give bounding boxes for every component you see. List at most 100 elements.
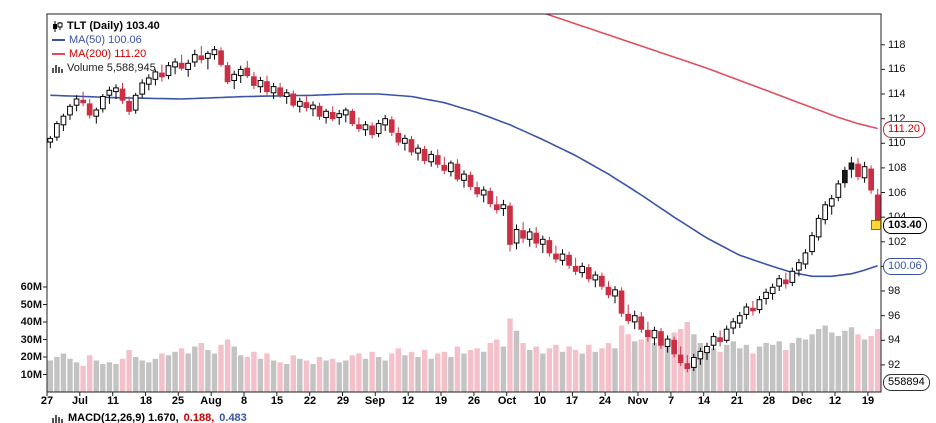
date-tick-label: Oct: [497, 395, 517, 407]
volume-bar: [467, 350, 474, 392]
candle-body: [796, 262, 802, 271]
candlestick-icon: [52, 20, 63, 32]
volume-bar: [152, 358, 159, 392]
candle-body: [54, 123, 60, 138]
volume-bar: [494, 339, 500, 392]
candle-body: [421, 148, 428, 161]
candle-body: [592, 274, 599, 281]
volume-bar: [875, 329, 881, 392]
volume-bar: [172, 351, 178, 392]
candle-body: [815, 217, 822, 238]
ma50-line: [50, 93, 878, 278]
macd-icon: [52, 413, 63, 423]
volume-bar: [316, 357, 323, 392]
symbol-legend-row: TLT (Daily) 103.40: [52, 19, 160, 33]
volume-bar: [389, 353, 395, 392]
volume-bar: [106, 362, 113, 392]
volume-bar: [513, 330, 520, 392]
candle-body: [415, 147, 421, 154]
date-tick-label: 17: [565, 395, 579, 407]
candle-body: [494, 204, 500, 211]
ma50-value-box: 100.06: [883, 258, 927, 275]
ma50-legend-row: MA(50) 100.06: [52, 33, 160, 47]
volume-bar: [750, 353, 756, 392]
volume-bar: [356, 353, 362, 392]
candle-body: [520, 230, 526, 239]
volume-bar: [211, 353, 218, 392]
volume-bar: [257, 358, 264, 392]
volume-bar: [421, 350, 428, 392]
volume-bar: [192, 346, 198, 392]
volume-tick-label: 10M: [20, 369, 42, 381]
volume-bar: [375, 357, 382, 392]
candle-body: [290, 93, 297, 106]
price-tick-label: 94: [888, 334, 901, 346]
volume-bar: [540, 353, 546, 392]
candle-body: [270, 86, 277, 94]
candle-body: [316, 105, 323, 117]
date-tick-label: 19: [434, 395, 448, 407]
volume-bar: [284, 364, 290, 392]
candle-body: [448, 162, 454, 173]
candle-body: [237, 68, 244, 77]
candle-body: [113, 87, 119, 93]
candle-body: [868, 168, 874, 191]
volume-bar: [330, 358, 336, 392]
date-tick-label: Jul: [72, 395, 88, 407]
candle-body: [782, 279, 789, 285]
candle-body: [231, 73, 238, 82]
candle-body: [441, 164, 448, 171]
candle-body: [257, 80, 264, 88]
volume-bar: [87, 355, 93, 392]
date-tick-label: 14: [697, 395, 711, 407]
volume-bar: [645, 336, 651, 392]
candle-body: [809, 235, 815, 253]
macd-legend: MACD(12,26,9) 1.670, 0.188, 0.483: [52, 412, 247, 423]
price-tick-label: 96: [888, 310, 901, 322]
volume-bar: [481, 351, 487, 392]
volume-bar: [474, 348, 480, 392]
date-tick-label: Sep: [364, 395, 386, 407]
price-tick-label: 98: [888, 285, 901, 297]
price-tick-label: 92: [888, 359, 901, 371]
volume-bar: [612, 348, 618, 392]
volume-bar: [664, 339, 671, 392]
volume-bar: [461, 353, 467, 392]
volume-bar: [625, 334, 631, 392]
volume-bar: [336, 362, 342, 392]
volume-tick-label: 20M: [20, 351, 42, 363]
candle-body: [651, 329, 658, 339]
volume-bar: [743, 344, 750, 392]
date-tick-label: 21: [730, 395, 744, 407]
candle-body: [342, 109, 349, 116]
volume-tick-label: 50M: [20, 299, 42, 311]
date-tick-label: 22: [303, 395, 317, 407]
last-price-box: 103.40: [883, 217, 927, 234]
candle-body: [572, 265, 579, 272]
candle-body: [513, 229, 520, 244]
candle-body: [684, 363, 691, 370]
volume-bar: [297, 358, 303, 392]
volume-bar: [507, 318, 513, 392]
volume-bar: [710, 348, 717, 392]
ma50-line-icon: [52, 39, 65, 41]
volume-bar: [776, 341, 782, 392]
price-tick-label: 102: [888, 236, 907, 248]
volume-bar: [119, 358, 126, 392]
candle-body: [664, 338, 671, 348]
volume-bar: [737, 348, 743, 392]
volume-bar: [717, 351, 723, 392]
volume-bar: [783, 350, 789, 392]
volume-bar: [658, 330, 664, 392]
ma50-legend-label: MA(50) 100.06: [69, 34, 142, 46]
candle-body: [553, 253, 559, 260]
candle-body: [763, 291, 769, 299]
volume-bar: [435, 353, 441, 392]
volume-bar: [133, 357, 139, 392]
candle-body: [605, 286, 612, 296]
date-tick-label: 24: [598, 395, 612, 407]
volume-bar: [553, 344, 559, 392]
candle-body: [585, 267, 592, 280]
date-tick-label: 11: [107, 395, 119, 407]
volume-bar: [868, 336, 874, 392]
